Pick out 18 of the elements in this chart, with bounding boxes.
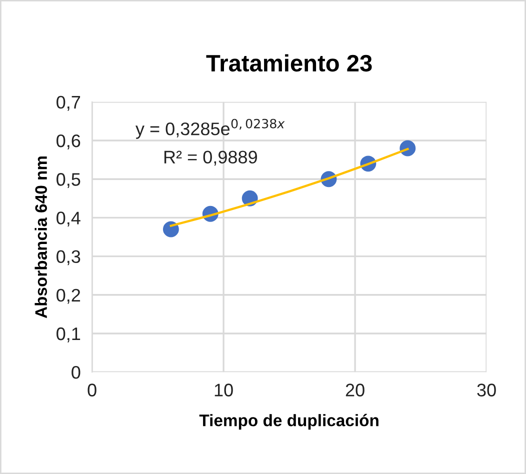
y-tick-label: 0,3 xyxy=(56,250,80,266)
y-tick-label: 0,6 xyxy=(56,134,80,150)
annotation: R² = 0,9889 xyxy=(164,150,257,166)
y-tick-label: 0,2 xyxy=(56,288,80,304)
y-tick-label: 0,5 xyxy=(56,173,80,188)
x-axis-title: Tiempo de duplicación xyxy=(199,414,378,430)
chart-title: Tratamiento 23 xyxy=(206,54,372,72)
annotation: y = 0,3285e$^{0,0238x}$ xyxy=(136,118,285,139)
y-tick-label: 0 xyxy=(72,366,80,379)
point xyxy=(162,221,179,238)
y-axis-title: Absorbancia 640 nm xyxy=(34,156,47,318)
x-tick-label: 0 xyxy=(88,384,96,396)
x-tick-label: 10 xyxy=(214,384,233,396)
y-tick-label: 0,7 xyxy=(56,96,80,111)
y-tick-label: 0,4 xyxy=(56,212,80,227)
y-tick-label: 0,1 xyxy=(56,327,80,342)
x-tick-label: 30 xyxy=(477,384,496,396)
x-tick-label: 20 xyxy=(346,384,364,396)
